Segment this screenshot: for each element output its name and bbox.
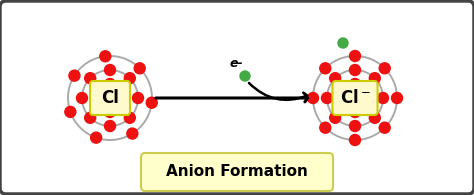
Circle shape — [338, 38, 348, 48]
Circle shape — [240, 71, 250, 81]
Circle shape — [349, 135, 361, 145]
FancyBboxPatch shape — [141, 153, 333, 191]
Text: Cl$^-$: Cl$^-$ — [339, 89, 370, 107]
Circle shape — [104, 65, 116, 75]
Text: Cl: Cl — [101, 89, 119, 107]
Circle shape — [104, 106, 116, 118]
Circle shape — [369, 73, 380, 84]
Circle shape — [379, 122, 390, 133]
Circle shape — [124, 73, 135, 84]
Circle shape — [321, 92, 332, 104]
FancyBboxPatch shape — [90, 81, 130, 115]
Circle shape — [320, 63, 331, 74]
Circle shape — [392, 92, 402, 104]
Circle shape — [104, 79, 116, 90]
Circle shape — [76, 92, 88, 104]
Circle shape — [349, 106, 361, 118]
Circle shape — [308, 92, 319, 104]
Circle shape — [100, 51, 111, 62]
Circle shape — [320, 122, 331, 133]
Circle shape — [65, 106, 76, 117]
Circle shape — [377, 92, 389, 104]
Circle shape — [349, 121, 361, 131]
Circle shape — [349, 65, 361, 75]
Circle shape — [369, 112, 380, 123]
Circle shape — [124, 112, 135, 123]
Circle shape — [104, 121, 116, 131]
Circle shape — [133, 92, 144, 104]
Circle shape — [85, 112, 96, 123]
Circle shape — [330, 112, 341, 123]
Circle shape — [379, 63, 390, 74]
Circle shape — [127, 128, 138, 139]
FancyBboxPatch shape — [332, 81, 378, 115]
Circle shape — [349, 51, 361, 61]
Text: Anion Formation: Anion Formation — [166, 165, 308, 180]
Circle shape — [330, 73, 341, 84]
Circle shape — [146, 97, 157, 108]
Circle shape — [349, 79, 361, 90]
Circle shape — [85, 73, 96, 84]
Circle shape — [69, 70, 80, 81]
Circle shape — [91, 132, 101, 143]
Text: e-: e- — [229, 58, 243, 71]
Circle shape — [134, 63, 145, 74]
